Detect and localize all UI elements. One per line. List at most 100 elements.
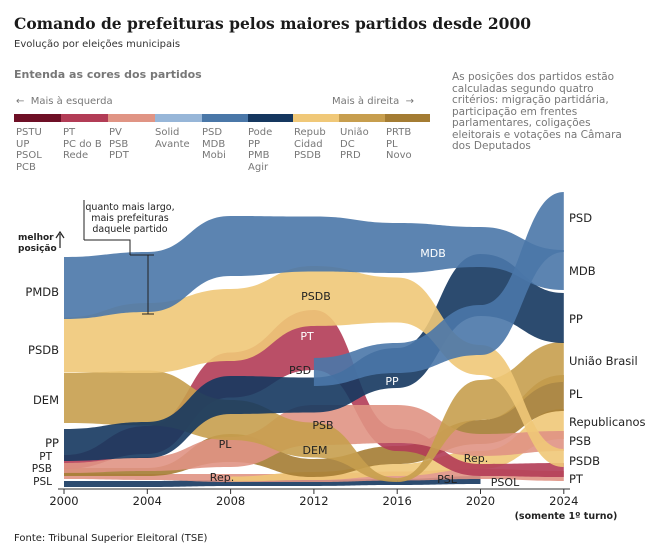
- color-swatch: [61, 114, 108, 122]
- party-color-bar: [14, 114, 430, 122]
- party-group: PSTU UP PSOL PCB: [16, 127, 42, 173]
- y-axis-label-line: posição: [18, 244, 57, 254]
- party-name: PRTB: [386, 127, 412, 138]
- party-name: PSB: [109, 138, 129, 150]
- party-name: PP: [248, 138, 261, 150]
- inline-label: PSL: [437, 473, 458, 486]
- inline-label: PSD: [289, 364, 311, 377]
- party-group: União DC PRD: [340, 127, 369, 162]
- color-swatch: [155, 114, 202, 122]
- band-mdb: [64, 216, 564, 319]
- right-label: MDB: [569, 264, 596, 278]
- width-annotation: quanto mais largo, mais prefeituras daquel…: [85, 202, 174, 235]
- party-group: PSD MDB Mobi: [202, 127, 226, 162]
- band-psd: [313, 192, 564, 386]
- right-label: PSDB: [569, 454, 600, 468]
- party-name: PV: [109, 127, 122, 138]
- inline-label: PSB: [312, 419, 333, 432]
- party-name: Agir: [248, 161, 269, 173]
- party-name: PDT: [109, 150, 129, 161]
- chart-subtitle: Evolução por eleições municipais: [14, 39, 181, 50]
- inline-label: PSOL: [491, 476, 520, 489]
- left-direction-text: Mais à esquerda: [30, 96, 113, 107]
- party-name: PT: [63, 127, 76, 138]
- inline-label: PSDB: [301, 290, 331, 303]
- inline-label: PP: [385, 375, 399, 388]
- party-group: Repub Cidad PSDB: [294, 127, 326, 162]
- annotation-line: daquele partido: [92, 224, 167, 235]
- party-group: PRTB PL Novo: [386, 127, 412, 162]
- party-name: Cidad: [294, 138, 323, 150]
- inline-label: Rep.: [210, 471, 234, 484]
- x-tick-label: 2020: [466, 494, 495, 508]
- left-label: PP: [45, 436, 59, 450]
- color-swatch: [293, 114, 339, 122]
- y-axis-label: melhor posição: [18, 233, 57, 254]
- party-name: PSDB: [294, 150, 321, 161]
- right-label: PL: [569, 387, 583, 401]
- party-group: PV PSB PDT: [109, 127, 129, 162]
- party-name: Novo: [386, 150, 412, 161]
- party-name: MDB: [202, 138, 226, 150]
- x-tick-label: 2004: [133, 494, 162, 508]
- party-name: UP: [16, 138, 30, 150]
- left-direction-label: ← Mais à esquerda: [16, 96, 113, 107]
- inline-label: DEM: [303, 444, 328, 457]
- x-tick-label: 2000: [49, 494, 78, 508]
- party-name: PSD: [202, 127, 223, 138]
- right-label: PSD: [569, 211, 592, 225]
- party-group: PT PC do B Rede: [63, 127, 102, 162]
- up-arrow-icon: [55, 230, 65, 248]
- party-name: Repub: [294, 127, 326, 138]
- left-label: PT: [39, 451, 52, 463]
- color-swatch: [202, 114, 248, 122]
- methodology-note: As posições dos partidos estão calculada…: [452, 71, 622, 152]
- band-psdb: [64, 266, 564, 467]
- party-name: PRD: [340, 150, 361, 161]
- color-swatch: [248, 114, 293, 122]
- color-swatch: [385, 114, 430, 122]
- x-tick-label: 2024: [549, 494, 578, 508]
- party-name: Pode: [248, 127, 273, 138]
- party-name: DC: [340, 138, 355, 150]
- party-name: PCB: [16, 161, 36, 173]
- party-name: Mobi: [202, 150, 226, 161]
- color-swatch: [14, 114, 61, 122]
- source-footer: Fonte: Tribunal Superior Eleitoral (TSE): [14, 533, 208, 544]
- band-pp: [64, 254, 564, 461]
- band-dem: [64, 370, 398, 482]
- left-label: DEM: [33, 393, 59, 407]
- party-name: PL: [386, 138, 398, 150]
- left-label: PMDB: [25, 285, 59, 299]
- color-swatch: [108, 114, 155, 122]
- x-tick-label: 2012: [299, 494, 328, 508]
- color-swatch: [339, 114, 385, 122]
- annotation-line: quanto mais largo,: [85, 202, 174, 213]
- x-tick-label: 2008: [216, 494, 245, 508]
- inline-label: Rep.: [464, 452, 488, 465]
- party-name: União: [340, 127, 369, 138]
- band-pt: [64, 310, 564, 477]
- left-label: PSL: [33, 476, 52, 488]
- inline-label: PT: [300, 330, 314, 343]
- y-axis-label-line: melhor: [18, 233, 54, 243]
- party-name: PMB: [248, 150, 270, 161]
- chart-title: Comando de prefeituras pelos maiores par…: [14, 14, 532, 33]
- band-rep: [230, 409, 564, 482]
- right-label: PT: [569, 472, 584, 486]
- x-tick-label: 2016: [383, 494, 412, 508]
- inline-label: PL: [219, 438, 233, 451]
- party-name: Rede: [63, 150, 89, 161]
- right-direction-text: Mais à direita: [332, 96, 400, 107]
- right-label: PP: [569, 312, 583, 326]
- party-group: Pode PP PMB Agir: [248, 127, 272, 173]
- x-axis-note: (somente 1º turno): [515, 511, 618, 522]
- party-group: Solid Avante: [155, 127, 190, 150]
- left-label: PSDB: [28, 343, 59, 357]
- left-label: PSB: [32, 463, 52, 475]
- right-direction-label: Mais à direita →: [332, 96, 414, 107]
- party-name: PSOL: [16, 150, 42, 161]
- legend-title: Entenda as cores dos partidos: [14, 68, 202, 81]
- party-name: PSTU: [16, 127, 42, 138]
